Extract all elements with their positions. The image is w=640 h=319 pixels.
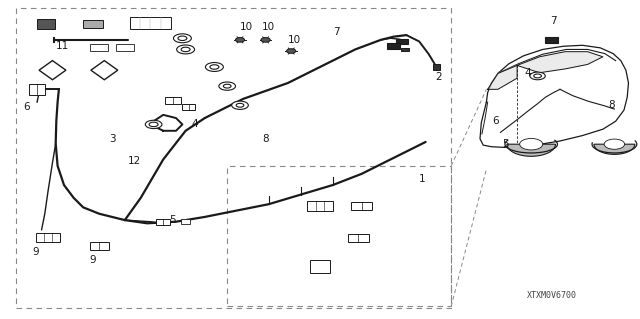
Text: 2: 2 (435, 71, 442, 82)
Polygon shape (488, 65, 517, 89)
Bar (16, 8, 451, 308)
Circle shape (205, 63, 223, 71)
Circle shape (534, 74, 541, 78)
Text: 3: 3 (109, 134, 115, 144)
Text: 1: 1 (419, 174, 426, 184)
Bar (116, 44, 134, 51)
Bar (182, 104, 195, 110)
Text: 8: 8 (262, 134, 269, 144)
Bar (36, 233, 60, 242)
Polygon shape (39, 61, 66, 80)
Polygon shape (91, 61, 118, 80)
Circle shape (149, 122, 158, 127)
Bar (129, 17, 172, 29)
Circle shape (178, 36, 187, 41)
Text: 9: 9 (90, 255, 96, 265)
Text: XTXM0V6700: XTXM0V6700 (527, 291, 577, 300)
Bar (37, 19, 55, 29)
Text: 5: 5 (502, 138, 509, 149)
Bar (307, 201, 333, 211)
Circle shape (173, 34, 191, 43)
Text: 7: 7 (333, 27, 339, 37)
Text: 10: 10 (288, 35, 301, 45)
Bar (156, 219, 170, 225)
Circle shape (210, 65, 219, 69)
Circle shape (145, 120, 162, 129)
Bar (227, 166, 451, 306)
Bar (348, 234, 369, 242)
Text: 12: 12 (128, 156, 141, 166)
Wedge shape (594, 144, 635, 154)
Wedge shape (507, 144, 556, 156)
Circle shape (520, 138, 543, 150)
Bar (165, 97, 181, 104)
Text: 6: 6 (24, 102, 30, 112)
Bar (433, 64, 440, 70)
Circle shape (236, 103, 244, 107)
Bar (310, 260, 330, 273)
Circle shape (223, 84, 231, 88)
Text: 7: 7 (550, 16, 557, 26)
Text: 6: 6 (493, 116, 499, 126)
Circle shape (181, 47, 190, 52)
Bar (401, 48, 409, 51)
Text: 4: 4 (192, 119, 198, 130)
Text: 4: 4 (525, 68, 531, 78)
Bar (90, 44, 108, 51)
Text: 9: 9 (32, 247, 38, 257)
Bar (545, 37, 558, 43)
Circle shape (177, 45, 195, 54)
Circle shape (232, 101, 248, 109)
Text: 5: 5 (170, 215, 176, 225)
Text: 10: 10 (262, 22, 275, 32)
Bar (29, 84, 45, 95)
Bar (396, 39, 408, 44)
Circle shape (236, 38, 244, 42)
Bar (83, 20, 103, 28)
Circle shape (219, 82, 236, 90)
Text: 10: 10 (240, 22, 253, 32)
Circle shape (287, 49, 296, 53)
Circle shape (261, 38, 270, 42)
Polygon shape (517, 52, 603, 73)
Circle shape (604, 139, 625, 149)
Bar (387, 43, 400, 49)
Circle shape (530, 72, 545, 80)
Bar (90, 242, 109, 249)
Bar (181, 219, 190, 224)
Text: 8: 8 (608, 100, 614, 110)
Bar (351, 202, 372, 210)
Text: 11: 11 (56, 41, 69, 51)
